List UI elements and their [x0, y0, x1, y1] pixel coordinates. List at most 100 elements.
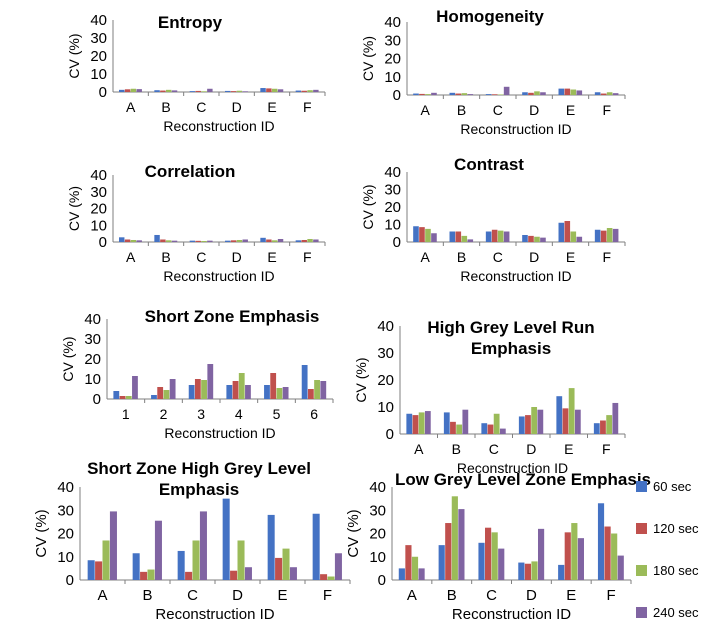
bar-c-2 — [491, 229, 498, 242]
bar-d-2 — [230, 570, 238, 580]
y-tick-label: 30 — [90, 30, 107, 47]
chart-title-7-2: Emphasis — [159, 480, 239, 499]
legend-item-240: 240 sec — [636, 604, 699, 620]
y-tick-label: 10 — [84, 371, 101, 388]
y-tick-label: 10 — [384, 69, 401, 86]
bar-e-2 — [562, 408, 569, 434]
bar-c-4 — [499, 428, 506, 434]
bar-d-3 — [236, 90, 243, 92]
bar-3-1 — [188, 385, 195, 399]
bar-e-1 — [558, 564, 565, 580]
x-tick-label: F — [606, 587, 615, 604]
y-tick-label: 20 — [369, 526, 386, 543]
bar-c-2 — [195, 240, 201, 242]
bar-b-2 — [455, 231, 462, 242]
y-tick-label: 40 — [84, 311, 101, 328]
bar-f-3 — [327, 576, 335, 580]
x-tick-label: D — [232, 99, 242, 115]
bar-6-1 — [301, 365, 308, 399]
x-tick-label: E — [566, 102, 575, 118]
bar-e-4 — [277, 238, 284, 242]
legend-swatch-60 — [636, 480, 647, 492]
bar-b-4 — [467, 239, 474, 243]
y-axis-label: CV (%) — [60, 336, 76, 381]
y-tick-label: 20 — [90, 48, 107, 65]
bar-f-2 — [600, 93, 607, 95]
bar-5-4 — [282, 387, 289, 399]
bar-f-1 — [597, 503, 605, 580]
bar-e-3 — [570, 89, 577, 95]
bar-b-3 — [147, 569, 155, 580]
bar-f-4 — [612, 402, 619, 434]
bar-f-2 — [320, 574, 328, 580]
bar-b-2 — [140, 571, 148, 580]
x-tick-label: E — [267, 99, 276, 115]
bar-4-4 — [245, 385, 251, 399]
bar-b-1 — [154, 90, 160, 92]
bar-f-3 — [611, 533, 618, 580]
legend-label-240: 240 sec — [653, 604, 699, 620]
bar-d-2 — [524, 563, 532, 580]
bar-c-4 — [207, 88, 213, 92]
bar-f-2 — [301, 239, 307, 242]
bar-d-1 — [225, 240, 231, 242]
x-tick-label: A — [126, 249, 136, 265]
bar-c-3 — [497, 94, 504, 95]
bar-a-3 — [411, 556, 419, 580]
x-tick-label: A — [407, 587, 417, 604]
x-tick-label: B — [452, 441, 461, 457]
bar-3-2 — [194, 379, 201, 399]
y-tick-label: 20 — [90, 201, 107, 218]
x-tick-label: D — [232, 249, 242, 265]
bar-e-1 — [556, 396, 563, 434]
chart-panel-8: Low Grey Level Zone Emphasis 0 10 20 30 40 CV … — [345, 470, 651, 623]
bar-c-2 — [185, 571, 193, 580]
bar-b-3 — [461, 235, 468, 243]
bar-b-3 — [166, 240, 172, 242]
y-tick-label: 30 — [369, 502, 386, 519]
bar-6-2 — [307, 389, 314, 399]
chart-panel-7: Short Zone High Grey Level Emphasis 0 10 20 3… — [33, 459, 351, 623]
bar-f-3 — [606, 92, 613, 95]
bar-a-3 — [425, 228, 431, 243]
x-tick-label: F — [303, 249, 312, 265]
bar-b-3 — [451, 496, 458, 580]
bar-a-4 — [109, 511, 117, 580]
y-tick-label: 10 — [369, 549, 386, 566]
x-tick-label: C — [196, 99, 206, 115]
x-tick-label: C — [486, 587, 497, 604]
bar-c-4 — [498, 548, 505, 580]
bar-d-4 — [537, 528, 545, 580]
bar-e-1 — [260, 88, 266, 92]
bar-c-4 — [503, 86, 510, 95]
bar-f-3 — [606, 415, 613, 434]
bar-c-3 — [497, 230, 504, 243]
bar-b-2 — [160, 90, 166, 92]
y-tick-label: 20 — [84, 351, 101, 368]
bar-5-1 — [264, 385, 270, 399]
bar-f-4 — [313, 239, 319, 242]
bar-a-1 — [119, 237, 125, 242]
y-tick-label: 30 — [384, 32, 401, 49]
bar-e-1 — [558, 88, 565, 95]
bar-d-1 — [518, 416, 525, 434]
bar-c-4 — [207, 240, 213, 242]
chart-title-7-1: Short Zone High Grey Level — [87, 459, 311, 478]
y-tick-label: 40 — [384, 14, 401, 31]
bar-a-2 — [124, 239, 131, 242]
y-tick-label: 20 — [384, 199, 401, 216]
bar-a-2 — [95, 561, 103, 580]
bar-e-3 — [568, 388, 575, 434]
bar-f-4 — [617, 555, 624, 580]
y-tick-label: 0 — [99, 84, 107, 101]
bar-f-2 — [604, 526, 611, 580]
bar-d-4 — [540, 92, 546, 95]
y-tick-label: 30 — [84, 331, 101, 348]
chart-title-4-1: Contrast — [454, 155, 524, 174]
bar-b-1 — [449, 231, 456, 242]
legend-swatch-240 — [636, 606, 647, 618]
y-axis-label: CV (%) — [66, 33, 82, 78]
bar-a-3 — [418, 412, 425, 434]
bar-e-2 — [564, 532, 571, 580]
bar-d-4 — [242, 91, 248, 92]
